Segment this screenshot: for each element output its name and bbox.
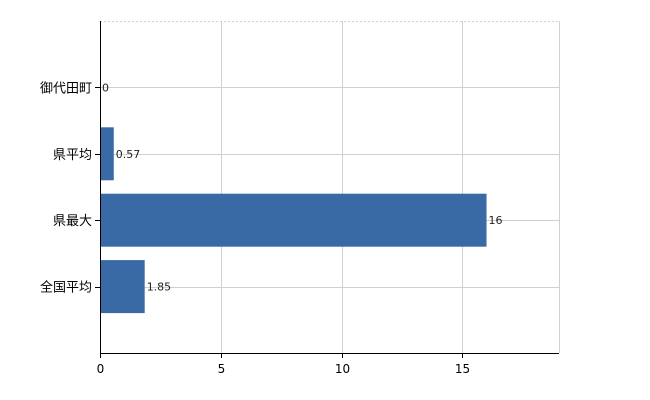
value-label: 16 [489, 214, 503, 227]
x-tick-label: 10 [335, 362, 350, 376]
bar [100, 193, 487, 247]
value-label: 0 [102, 81, 109, 94]
bars [100, 127, 487, 314]
x-tick-labels: 0 5 10 15 [97, 362, 470, 376]
bar [100, 127, 114, 181]
value-label: 0.57 [116, 148, 140, 161]
x-tick-label: 5 [218, 362, 226, 376]
category-label: 全国平均 [40, 280, 92, 296]
x-tick-label: 15 [455, 362, 470, 376]
value-label: 1.85 [147, 281, 172, 294]
x-tick-label: 0 [97, 362, 105, 376]
axes [95, 21, 559, 358]
category-label: 県平均 [53, 148, 92, 163]
gridlines [100, 21, 560, 353]
category-label: 御代田町 [40, 81, 92, 96]
bar [100, 260, 145, 314]
value-labels: 0 0.57 16 1.85 [102, 81, 503, 293]
category-label: 県最大 [53, 214, 92, 229]
